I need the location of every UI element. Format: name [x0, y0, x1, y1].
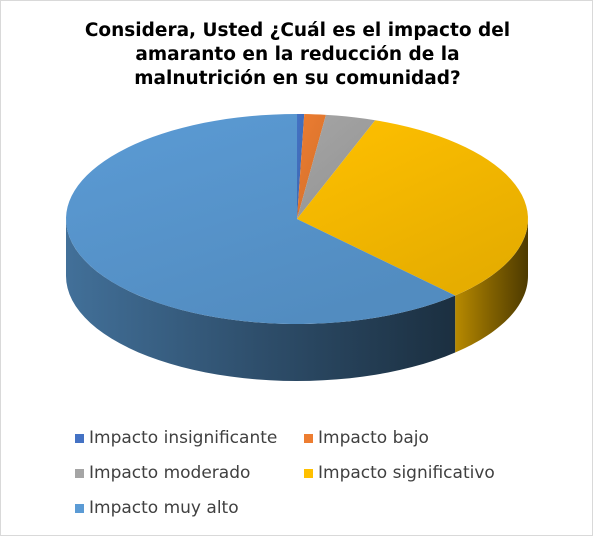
slice-side-impacto-muy-alto [66, 219, 456, 381]
pie-slice-impacto-insignificante [297, 114, 305, 219]
pie-slice-impacto-muy-alto [66, 114, 456, 324]
chart-title-line-1: Considera, Usted ¿Cuál es el impacto del [84, 20, 511, 41]
chart-title: Considera, Usted ¿Cuál es el impacto del… [21, 19, 574, 91]
chart-title-line-3: malnutrición en su comunidad? [134, 68, 461, 89]
pie-sides [66, 219, 528, 381]
pie-slice-impacto-bajo [297, 114, 326, 219]
pie-slice-impacto-moderado [297, 114, 376, 219]
chart-title-line-2: amaranto en la reducción de la [135, 44, 460, 65]
pie-top [66, 114, 528, 324]
slice-side-impacto-significativo [455, 219, 528, 353]
pie-slice-impacto-significativo [297, 120, 528, 296]
